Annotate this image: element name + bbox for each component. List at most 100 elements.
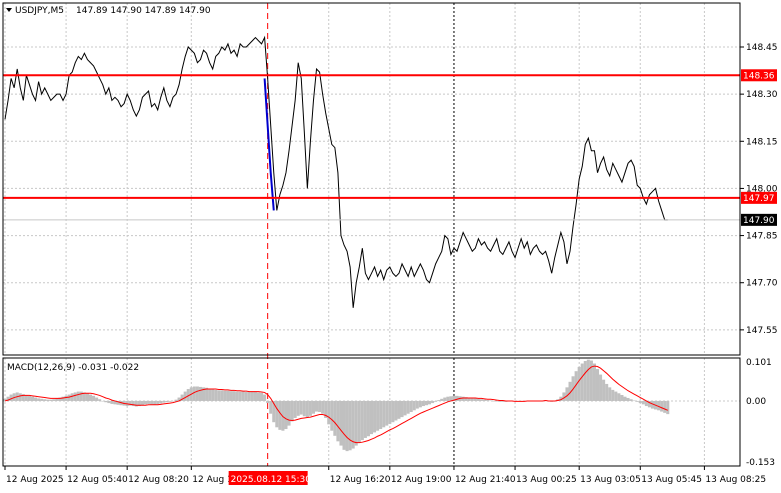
macd-bar [351,400,355,449]
macd-bar [3,398,7,401]
macd-bar [183,391,187,401]
price-tick-label: 147.85 [746,232,778,242]
dropdown-triangle-icon[interactable] [6,8,12,12]
macd-bar [260,392,264,401]
macd-bar [657,400,661,411]
macd-bar [107,400,111,404]
macd-bar [345,400,349,452]
macd-bar [418,400,422,408]
macd-bar [296,400,300,416]
macd-bar [101,400,105,402]
macd-bar [284,400,288,430]
macd-bar [305,400,309,418]
macd-bar [666,400,670,415]
macd-bar [156,400,160,405]
macd-bar [153,400,157,405]
macd-bar [250,392,254,401]
macd-bar [98,399,102,401]
time-tick-label: 12 Aug 21:40 [455,475,516,485]
macd-bar [586,359,590,401]
macd-bar [314,400,319,412]
macd-bar [61,396,65,401]
macd-bar [342,400,346,450]
macd-bar [406,400,410,414]
macd-bar [9,394,13,401]
time-tick-label: 13 Aug 05:45 [641,475,702,485]
price-tick-label: 148.00 [746,184,778,194]
macd-bar [308,400,312,416]
macd-bar [363,400,367,438]
macd-bar [650,400,655,409]
macd-bar [73,392,77,401]
macd-bar [638,400,642,404]
macd-bar [421,400,425,407]
macd-bar [635,400,639,402]
panel-frames [2,2,741,467]
macd-bar [269,400,273,414]
macd-bar [186,389,190,401]
time-tick-label: 13 Aug 00:25 [516,475,577,485]
macd-bar [400,400,404,418]
macd-signal-line [4,365,668,444]
macd-bar [614,391,618,401]
macd-bar [226,390,230,401]
macd-bar [82,392,86,401]
macd-bar [376,400,380,431]
macd-bar [327,400,331,425]
grid [3,3,740,466]
macd-bar [486,400,490,401]
macd-bar [562,392,566,401]
macd-bar [565,387,569,401]
level-badge-label: 147.97 [743,194,775,204]
level-badge [741,69,777,82]
macd-bar [611,389,615,401]
macd-bar [174,399,178,401]
macd-bar [330,400,334,431]
macd-bar [6,396,10,401]
macd-bar [223,390,227,401]
macd-bar [180,394,184,401]
ohlc-values: 147.89 147.90 147.89 147.90 [76,6,211,16]
macd-bar [324,400,328,418]
macd-bar [211,389,215,401]
macd-bar [602,379,606,401]
price-tick-label: 148.30 [746,90,778,100]
macd-bar [379,400,383,430]
macd-tick-label: -0.153 [746,458,775,468]
macd-bar [88,394,93,401]
macd-bar [201,387,206,401]
macd-bar [43,399,47,401]
macd-bar [632,400,636,402]
chart-header: USDJPY,M5 147.89 147.90 147.89 147.90 [6,6,211,16]
drop-segment-line [263,78,275,211]
macd-bar [67,394,71,401]
macd-bar [476,398,480,401]
macd-bar [348,400,352,451]
macd-bar [235,391,239,401]
macd-bar [397,400,401,419]
macd-bar [366,400,370,437]
macd-bar [369,400,374,435]
macd-bar [617,393,621,401]
macd-bar [492,400,496,402]
macd-bar [409,400,413,412]
macd-bar [241,391,245,401]
macd-bar [278,400,282,430]
time-tick-label: 12 Aug 11:00 [192,475,253,485]
macd-bar [79,391,83,401]
macd-bar [55,398,59,401]
price-panel-frame [2,2,741,356]
price-tick-label: 147.55 [746,326,778,336]
macd-bar [339,400,343,446]
macd-bar [424,400,429,406]
macd-panel [3,359,670,452]
macd-bar [140,400,144,406]
level-badge [741,191,777,204]
macd-bar [385,400,389,426]
macd-bar [577,366,581,401]
macd-bar [214,389,218,401]
macd-bar [482,399,487,401]
macd-bar [85,393,89,401]
